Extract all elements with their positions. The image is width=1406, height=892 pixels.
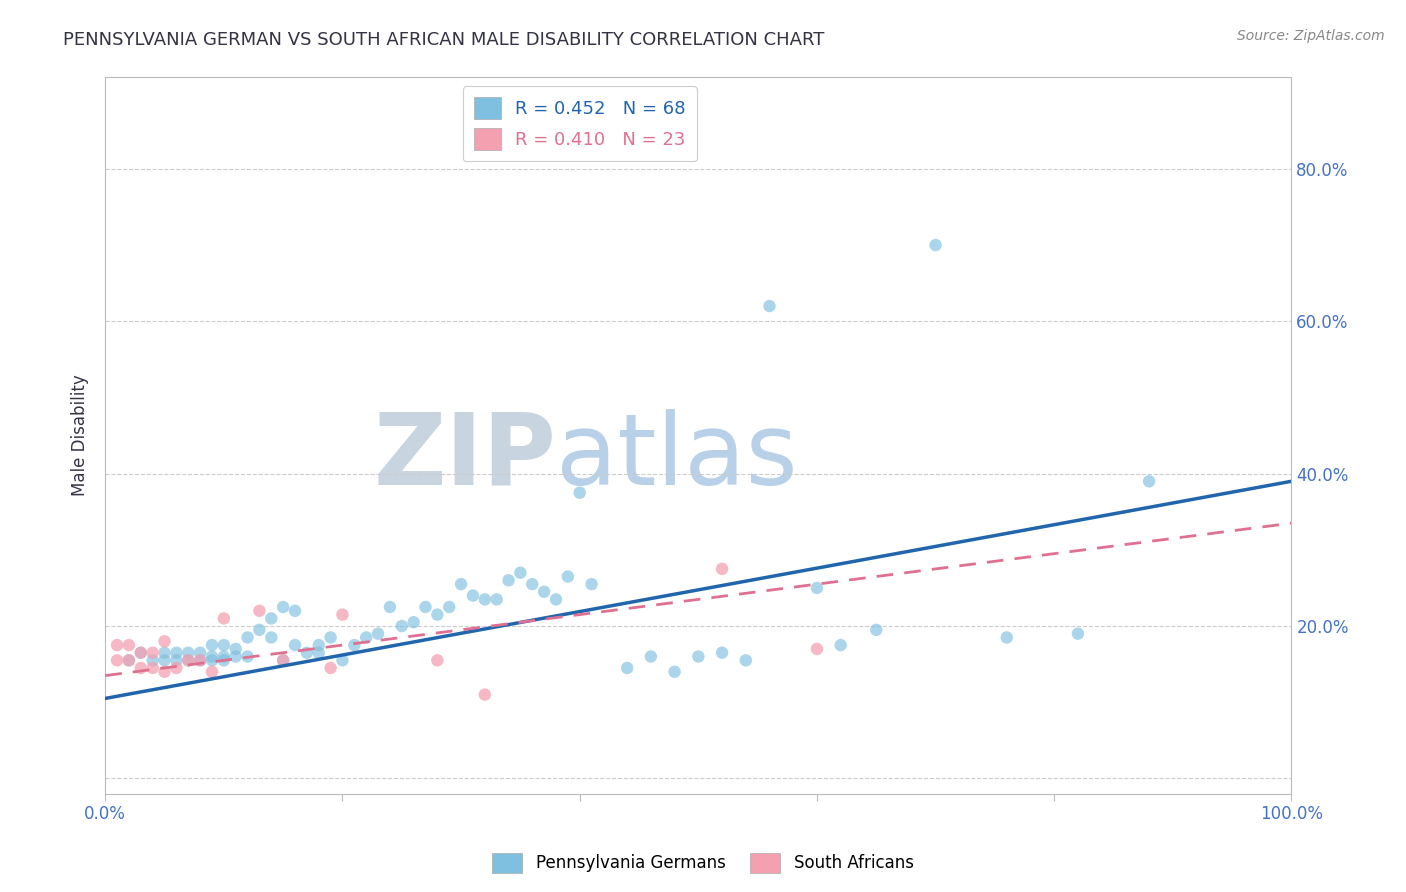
- Point: [711, 562, 734, 576]
- Point: [153, 646, 176, 660]
- Point: [367, 626, 389, 640]
- Point: [995, 631, 1018, 645]
- Point: [153, 634, 176, 648]
- Point: [688, 649, 710, 664]
- Point: [142, 653, 165, 667]
- Point: [225, 641, 247, 656]
- Y-axis label: Male Disability: Male Disability: [72, 375, 89, 497]
- Point: [474, 592, 496, 607]
- Text: ZIP: ZIP: [373, 409, 555, 506]
- Point: [271, 599, 294, 614]
- Point: [450, 577, 472, 591]
- Point: [260, 631, 283, 645]
- Point: [188, 653, 211, 667]
- Point: [105, 638, 128, 652]
- Point: [378, 599, 401, 614]
- Point: [212, 638, 235, 652]
- Text: Source: ZipAtlas.com: Source: ZipAtlas.com: [1237, 29, 1385, 43]
- Point: [711, 646, 734, 660]
- Point: [522, 577, 544, 591]
- Point: [153, 665, 176, 679]
- Point: [616, 661, 638, 675]
- Point: [734, 653, 756, 667]
- Point: [249, 604, 271, 618]
- Point: [806, 581, 828, 595]
- Point: [165, 653, 187, 667]
- Point: [402, 615, 425, 630]
- Point: [153, 653, 176, 667]
- Point: [830, 638, 852, 652]
- Point: [1137, 475, 1160, 489]
- Point: [1067, 626, 1090, 640]
- Point: [924, 238, 946, 252]
- Point: [177, 653, 200, 667]
- Point: [129, 661, 152, 675]
- Point: [177, 653, 200, 667]
- Point: [212, 611, 235, 625]
- Point: [284, 638, 307, 652]
- Point: [201, 653, 224, 667]
- Point: [249, 623, 271, 637]
- Point: [557, 569, 579, 583]
- Point: [260, 611, 283, 625]
- Point: [201, 649, 224, 664]
- Point: [391, 619, 413, 633]
- Point: [758, 299, 780, 313]
- Text: atlas: atlas: [555, 409, 797, 506]
- Point: [188, 646, 211, 660]
- Text: PENNSYLVANIA GERMAN VS SOUTH AFRICAN MALE DISABILITY CORRELATION CHART: PENNSYLVANIA GERMAN VS SOUTH AFRICAN MAL…: [63, 31, 825, 49]
- Point: [236, 649, 259, 664]
- Point: [332, 607, 354, 622]
- Point: [544, 592, 567, 607]
- Point: [439, 599, 461, 614]
- Point: [188, 653, 211, 667]
- Point: [865, 623, 887, 637]
- Point: [201, 638, 224, 652]
- Point: [129, 646, 152, 660]
- Point: [284, 604, 307, 618]
- Point: [105, 653, 128, 667]
- Point: [426, 607, 449, 622]
- Legend: Pennsylvania Germans, South Africans: Pennsylvania Germans, South Africans: [485, 847, 921, 880]
- Point: [332, 653, 354, 667]
- Point: [295, 646, 318, 660]
- Point: [129, 646, 152, 660]
- Point: [165, 661, 187, 675]
- Point: [271, 653, 294, 667]
- Point: [533, 584, 555, 599]
- Point: [201, 665, 224, 679]
- Point: [485, 592, 508, 607]
- Point: [509, 566, 531, 580]
- Point: [343, 638, 366, 652]
- Point: [118, 638, 141, 652]
- Point: [640, 649, 662, 664]
- Point: [118, 653, 141, 667]
- Point: [165, 646, 187, 660]
- Legend: R = 0.452   N = 68, R = 0.410   N = 23: R = 0.452 N = 68, R = 0.410 N = 23: [463, 87, 696, 161]
- Point: [308, 638, 330, 652]
- Point: [664, 665, 686, 679]
- Point: [319, 661, 342, 675]
- Point: [142, 661, 165, 675]
- Point: [271, 653, 294, 667]
- Point: [806, 641, 828, 656]
- Point: [426, 653, 449, 667]
- Point: [308, 646, 330, 660]
- Point: [461, 589, 484, 603]
- Point: [354, 631, 377, 645]
- Point: [568, 485, 591, 500]
- Point: [212, 649, 235, 664]
- Point: [498, 574, 520, 588]
- Point: [177, 646, 200, 660]
- Point: [142, 646, 165, 660]
- Point: [581, 577, 603, 591]
- Point: [236, 631, 259, 645]
- Point: [118, 653, 141, 667]
- Point: [319, 631, 342, 645]
- Point: [225, 649, 247, 664]
- Point: [415, 599, 437, 614]
- Point: [212, 653, 235, 667]
- Point: [474, 688, 496, 702]
